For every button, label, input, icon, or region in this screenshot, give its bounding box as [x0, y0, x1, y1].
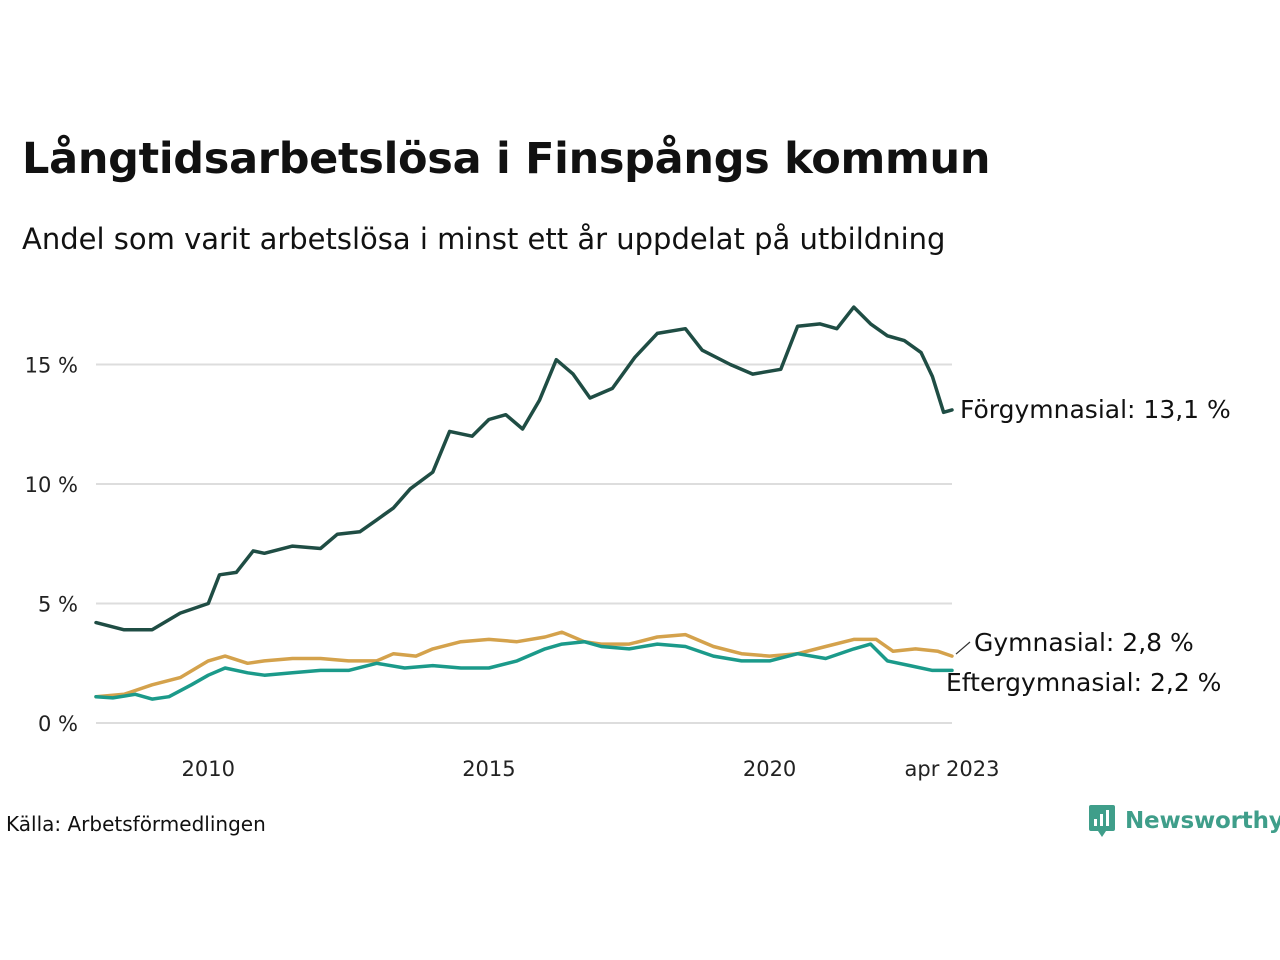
label-leader-line	[955, 641, 971, 655]
brand-logo: Newsworthy	[1088, 803, 1280, 839]
x-tick-label: 2010	[182, 757, 235, 781]
y-tick-label: 5 %	[38, 593, 78, 617]
newsworthy-logo-icon	[1089, 805, 1115, 837]
x-axis-tick-labels: 2010 2015 2020 apr 2023	[182, 757, 1000, 781]
series-line-gymnasial	[94, 630, 954, 699]
y-tick-label: 10 %	[25, 473, 78, 497]
y-axis-tick-labels: 0 % 5 % 10 % 15 %	[25, 354, 78, 737]
series-label-gymnasial: Gymnasial: 2,8 %	[974, 628, 1194, 657]
gridlines	[96, 363, 952, 724]
source-note: Källa: Arbetsförmedlingen	[6, 812, 266, 836]
series-line-förgymnasial	[94, 305, 954, 632]
series-lines	[94, 305, 954, 701]
y-tick-label: 0 %	[38, 712, 78, 736]
chart-subtitle: Andel som varit arbetslösa i minst ett å…	[22, 222, 946, 256]
chart-title: Långtidsarbetslösa i Finspångs kommun	[22, 134, 991, 184]
series-end-labels: Förgymnasial: 13,1 % Gymnasial: 2,8 % Efte…	[946, 395, 1231, 697]
series-label-eftergymnasial: Eftergymnasial: 2,2 %	[946, 668, 1221, 697]
y-tick-label: 15 %	[25, 354, 78, 378]
x-tick-label: 2020	[743, 757, 796, 781]
series-label-förgymnasial: Förgymnasial: 13,1 %	[960, 395, 1231, 424]
x-tick-label: 2015	[462, 757, 515, 781]
series-line-eftergymnasial	[94, 639, 954, 701]
brand-name: Newsworthy	[1125, 808, 1280, 834]
x-tick-label: apr 2023	[905, 757, 1000, 781]
